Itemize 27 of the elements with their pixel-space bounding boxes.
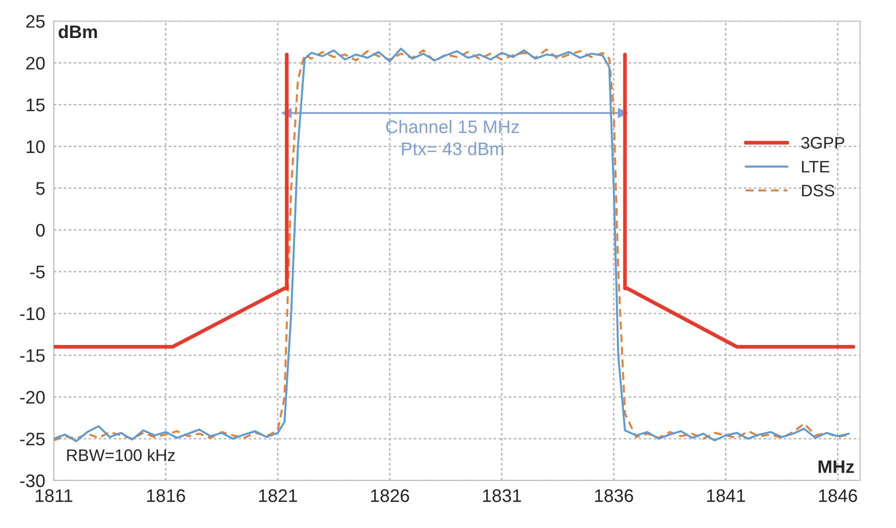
y-tick-label: -10 [20, 307, 45, 320]
y-tick-label: 20 [26, 56, 45, 70]
x-tick-label: 1821 [259, 489, 297, 502]
y-tick-label: -25 [20, 432, 45, 446]
y-tick-label: -30 [20, 474, 45, 488]
y-axis-title: dBm [58, 24, 97, 38]
y-tick-label: 15 [26, 98, 45, 112]
y-tick-label: -20 [20, 390, 45, 404]
annotation: RBW=100 kHz [67, 448, 175, 462]
x-axis-title: MHz [818, 460, 854, 473]
y-tick-label: 5 [36, 182, 45, 195]
x-tick-label: 1811 [36, 489, 72, 502]
x-tick-label: 1841 [707, 489, 745, 502]
x-tick-label: 1831 [483, 489, 521, 502]
y-tick-label: -5 [30, 266, 45, 278]
x-tick-label: 1826 [371, 489, 410, 502]
legend-label: LTE [802, 160, 830, 172]
y-tick-label: -15 [20, 349, 45, 362]
y-tick-label: 0 [36, 224, 45, 237]
y-tick-label: 25 [26, 15, 45, 28]
legend-label: 3GPP [801, 136, 844, 149]
x-tick-label: 1836 [595, 489, 634, 502]
x-tick-label: 1846 [819, 489, 858, 502]
y-tick-label: 10 [26, 140, 45, 154]
annotation: Channel 15 MHz Ptx= 43 dBm [386, 120, 519, 156]
x-tick-label: 1816 [147, 489, 186, 502]
legend-label: DSS [802, 184, 834, 196]
